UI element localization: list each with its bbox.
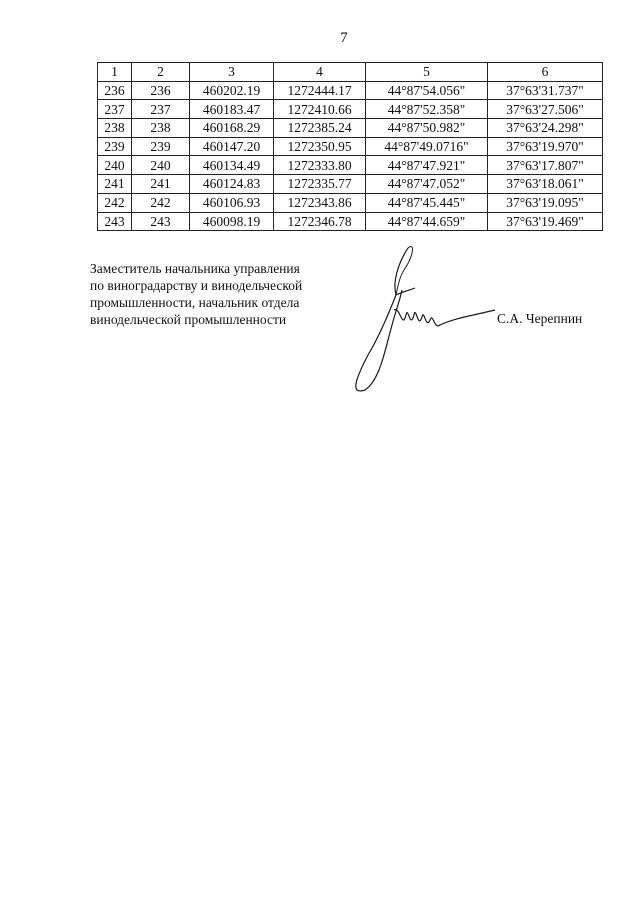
table-cell: 242 — [97, 192, 132, 213]
table-cell: 240 — [131, 155, 190, 176]
table-cell: 37°63'27.506" — [487, 99, 603, 120]
table-cell: 2 — [131, 62, 190, 82]
table-cell: 37°63'19.469" — [487, 211, 603, 232]
table-cell: 237 — [131, 99, 190, 120]
table-cell: 1272410.66 — [273, 99, 366, 120]
table-cell: 1272350.95 — [273, 136, 366, 157]
table-cell: 237 — [97, 99, 132, 120]
table-cell: 44°87'47.921" — [365, 155, 488, 176]
table-cell: 44°87'45.445" — [365, 192, 488, 213]
table-cell: 44°87'50.982" — [365, 118, 488, 138]
table-cell: 241 — [97, 174, 132, 194]
position-line: по виноградарству и винодельческой — [90, 278, 303, 293]
table-cell: 5 — [365, 62, 488, 82]
table-cell: 243 — [97, 211, 132, 232]
table-cell: 3 — [189, 62, 274, 82]
table-row: 243 243 460098.19 1272346.78 44°87'44.659" 37… — [97, 211, 603, 232]
table-cell: 1272343.86 — [273, 192, 366, 213]
table-cell: 1 — [97, 62, 132, 82]
table-cell: 37°63'18.061" — [487, 174, 603, 194]
table-cell: 460202.19 — [189, 80, 274, 101]
table-cell: 37°63'19.095" — [487, 192, 603, 213]
table-cell: 236 — [131, 80, 190, 101]
table-row: 239 239 460147.20 1272350.95 44°87'49.0716" 3… — [97, 136, 603, 157]
table-cell: 1272333.80 — [273, 155, 366, 176]
table-cell: 239 — [131, 136, 190, 157]
position-line: винодельческой промышленности — [90, 312, 287, 327]
table-cell: 37°63'19.970" — [487, 136, 603, 157]
table-cell: 6 — [487, 62, 603, 82]
table-cell: 460168.29 — [189, 118, 274, 138]
table-cell: 239 — [97, 136, 132, 157]
table-cell: 1272346.78 — [273, 211, 366, 232]
table-row: 241 241 460124.83 1272335.77 44°87'47.052" 37… — [97, 174, 603, 194]
table-row: 237 237 460183.47 1272410.66 44°87'52.358" 37… — [97, 99, 603, 120]
table-cell: 44°87'49.0716" — [365, 136, 488, 157]
position-line: Заместитель начальника управления — [90, 261, 300, 276]
table-cell: 243 — [131, 211, 190, 232]
position-line: промышленности, начальник отдела — [90, 295, 300, 310]
table-cell: 460106.93 — [189, 192, 274, 213]
table-cell: 1272335.77 — [273, 174, 366, 194]
table-cell: 44°87'47.052" — [365, 174, 488, 194]
table-cell: 238 — [97, 118, 132, 138]
table-cell: 460147.20 — [189, 136, 274, 157]
table-cell: 460124.83 — [189, 174, 274, 194]
signatory-position: Заместитель начальника управления по вин… — [90, 260, 302, 328]
page-number: 7 — [340, 30, 348, 46]
table-row: 238 238 460168.29 1272385.24 44°87'50.982" 37… — [97, 118, 603, 138]
signatory-name: С.А. Черепнин — [497, 311, 583, 326]
table-cell: 1272385.24 — [273, 118, 366, 138]
table-cell: 1272444.17 — [273, 80, 366, 101]
table-cell: 236 — [97, 80, 132, 101]
table-row: 236 236 460202.19 1272444.17 44°87'54.056" 37… — [97, 80, 603, 101]
table-cell: 241 — [131, 174, 190, 194]
table-cell: 460134.49 — [189, 155, 274, 176]
table-cell: 242 — [131, 192, 190, 213]
table-cell: 37°63'24.298" — [487, 118, 603, 138]
table-cell: 37°63'31.737" — [487, 80, 603, 101]
table-row: 240 240 460134.49 1272333.80 44°87'47.921" 37… — [97, 155, 603, 176]
table-cell: 240 — [97, 155, 132, 176]
coordinates-table: 1 2 3 4 5 6 236 236 460202.19 1272444.17 44°87'54.… — [97, 62, 603, 232]
table-row: 242 242 460106.93 1272343.86 44°87'45.445" 37… — [97, 192, 603, 213]
table-cell: 37°63'17.807" — [487, 155, 603, 176]
table-cell: 44°87'52.358" — [365, 99, 488, 120]
table-cell: 460183.47 — [189, 99, 274, 120]
table-cell: 44°87'44.659" — [365, 211, 488, 232]
table-cell: 4 — [273, 62, 366, 82]
handwritten-signature — [355, 246, 496, 392]
table-cell: 238 — [131, 118, 190, 138]
table-cell: 460098.19 — [189, 211, 274, 232]
table-cell: 44°87'54.056" — [365, 80, 488, 101]
